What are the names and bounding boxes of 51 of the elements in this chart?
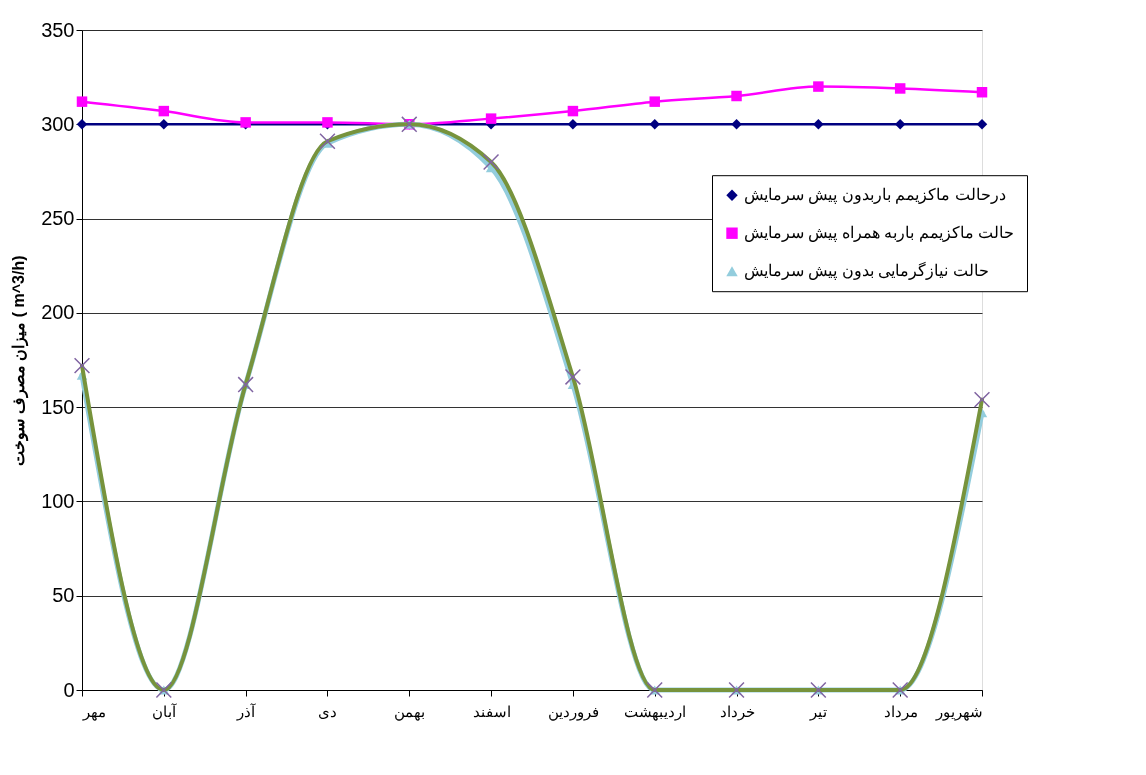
point (485, 113, 497, 124)
point (649, 119, 660, 130)
x-tick-label: مرداد (883, 702, 918, 721)
x-tick-label: تیر (809, 702, 828, 721)
point (731, 90, 742, 102)
x-tick-label: خرداد (719, 702, 755, 721)
point (973, 391, 991, 408)
point (482, 153, 500, 171)
point (813, 119, 824, 130)
point (319, 133, 336, 150)
y-tick-label: 250 (41, 207, 75, 230)
point (649, 96, 660, 107)
x-tick-label: آذر (236, 702, 257, 721)
point (731, 119, 742, 130)
point (894, 83, 906, 94)
point (976, 119, 988, 130)
x-tick-label: دی (318, 702, 338, 720)
point (810, 681, 827, 699)
y-tick-label: 150 (41, 395, 75, 418)
point (894, 119, 906, 130)
legend-label: حالت ماکزیمم باربه همراه پیش سرمایش (744, 224, 1015, 243)
x-tick-label: بهمن (394, 702, 426, 721)
y-tick-label: 300 (41, 112, 75, 135)
point (158, 105, 170, 117)
point (73, 357, 91, 374)
x-tick-label: فروردین (547, 702, 599, 721)
y-tick-label: 350 (41, 18, 75, 41)
point (813, 81, 824, 92)
y-axis-title: میزان مصرف سوخت ( m^3/h) (10, 255, 30, 466)
point (976, 86, 988, 98)
point (892, 681, 909, 699)
point (76, 96, 88, 107)
point (567, 105, 579, 117)
x-tick-label: اردیبهشت (624, 702, 687, 721)
point (564, 368, 582, 386)
x-tick-label: مهر (81, 702, 106, 721)
legend-label: حالت نیازگرمایی بدون پیش سرمایش (744, 261, 989, 281)
y-tick-label: 200 (41, 301, 75, 324)
point (76, 119, 88, 130)
y-tick-label: 50 (52, 584, 75, 607)
x-tick-label: شهریور (934, 702, 983, 721)
point (567, 119, 579, 130)
y-tick-label: 0 (63, 678, 75, 701)
y-tick-label: 100 (41, 489, 75, 512)
point (155, 681, 172, 699)
x-tick-label: آبان (152, 702, 178, 720)
point (158, 119, 170, 130)
point (646, 681, 663, 699)
point (728, 681, 745, 699)
x-tick-label: اسفند (472, 702, 511, 720)
legend-label: درحالت ماکزیمم باربدون پیش سرمایش (744, 186, 1006, 205)
